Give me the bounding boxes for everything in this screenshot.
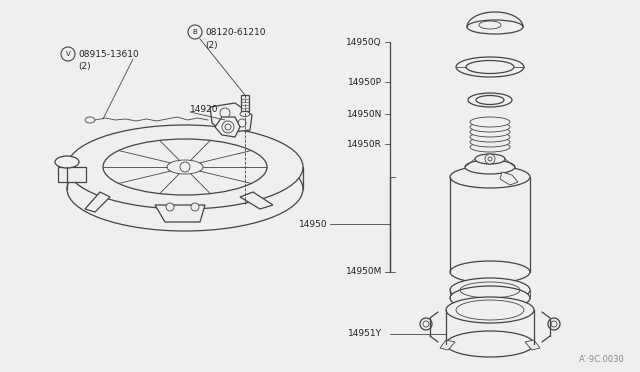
Text: 08120-61210: 08120-61210 — [205, 28, 266, 36]
Ellipse shape — [475, 154, 505, 164]
Circle shape — [180, 162, 190, 172]
Text: A’·9C.0030: A’·9C.0030 — [579, 356, 625, 365]
Ellipse shape — [446, 297, 534, 323]
Ellipse shape — [446, 331, 534, 357]
Ellipse shape — [476, 96, 504, 105]
Ellipse shape — [85, 117, 95, 123]
Ellipse shape — [450, 166, 530, 188]
Text: (2): (2) — [78, 61, 91, 71]
Bar — [241, 95, 249, 111]
Ellipse shape — [67, 147, 303, 231]
Polygon shape — [155, 205, 205, 222]
Circle shape — [191, 203, 199, 211]
Ellipse shape — [470, 137, 510, 147]
Circle shape — [220, 108, 230, 118]
Polygon shape — [210, 103, 252, 133]
Polygon shape — [240, 192, 273, 209]
Ellipse shape — [465, 160, 515, 174]
Ellipse shape — [240, 112, 250, 116]
Ellipse shape — [167, 160, 203, 174]
Circle shape — [222, 121, 234, 133]
Text: 14950M: 14950M — [346, 267, 382, 276]
Ellipse shape — [67, 125, 303, 209]
Ellipse shape — [468, 93, 512, 107]
Ellipse shape — [466, 61, 514, 74]
Ellipse shape — [470, 127, 510, 137]
Polygon shape — [500, 172, 518, 185]
Text: 14950: 14950 — [300, 219, 328, 228]
Polygon shape — [215, 117, 240, 137]
Polygon shape — [58, 167, 86, 182]
Ellipse shape — [470, 142, 510, 152]
Text: 14950R: 14950R — [347, 140, 382, 148]
Ellipse shape — [450, 261, 530, 283]
Circle shape — [420, 318, 432, 330]
Text: 08915-13610: 08915-13610 — [78, 49, 139, 58]
Text: 14950N: 14950N — [347, 109, 382, 119]
Circle shape — [548, 318, 560, 330]
Text: V: V — [66, 51, 70, 57]
Ellipse shape — [456, 57, 524, 77]
Text: 14951Y: 14951Y — [348, 330, 382, 339]
Circle shape — [166, 203, 174, 211]
Ellipse shape — [467, 20, 523, 34]
Ellipse shape — [470, 117, 510, 127]
Circle shape — [238, 119, 246, 127]
Ellipse shape — [470, 132, 510, 142]
Ellipse shape — [103, 139, 267, 195]
Polygon shape — [440, 340, 455, 350]
Ellipse shape — [470, 122, 510, 132]
Text: 14920: 14920 — [190, 105, 218, 113]
Polygon shape — [525, 340, 540, 350]
Ellipse shape — [450, 278, 530, 302]
Text: B: B — [193, 29, 197, 35]
Polygon shape — [85, 192, 110, 212]
Ellipse shape — [456, 300, 524, 320]
Circle shape — [485, 154, 495, 164]
Text: 14950P: 14950P — [348, 77, 382, 87]
Ellipse shape — [55, 156, 79, 168]
Text: 14950Q: 14950Q — [346, 38, 382, 46]
Ellipse shape — [450, 286, 530, 310]
Text: (2): (2) — [205, 41, 218, 49]
